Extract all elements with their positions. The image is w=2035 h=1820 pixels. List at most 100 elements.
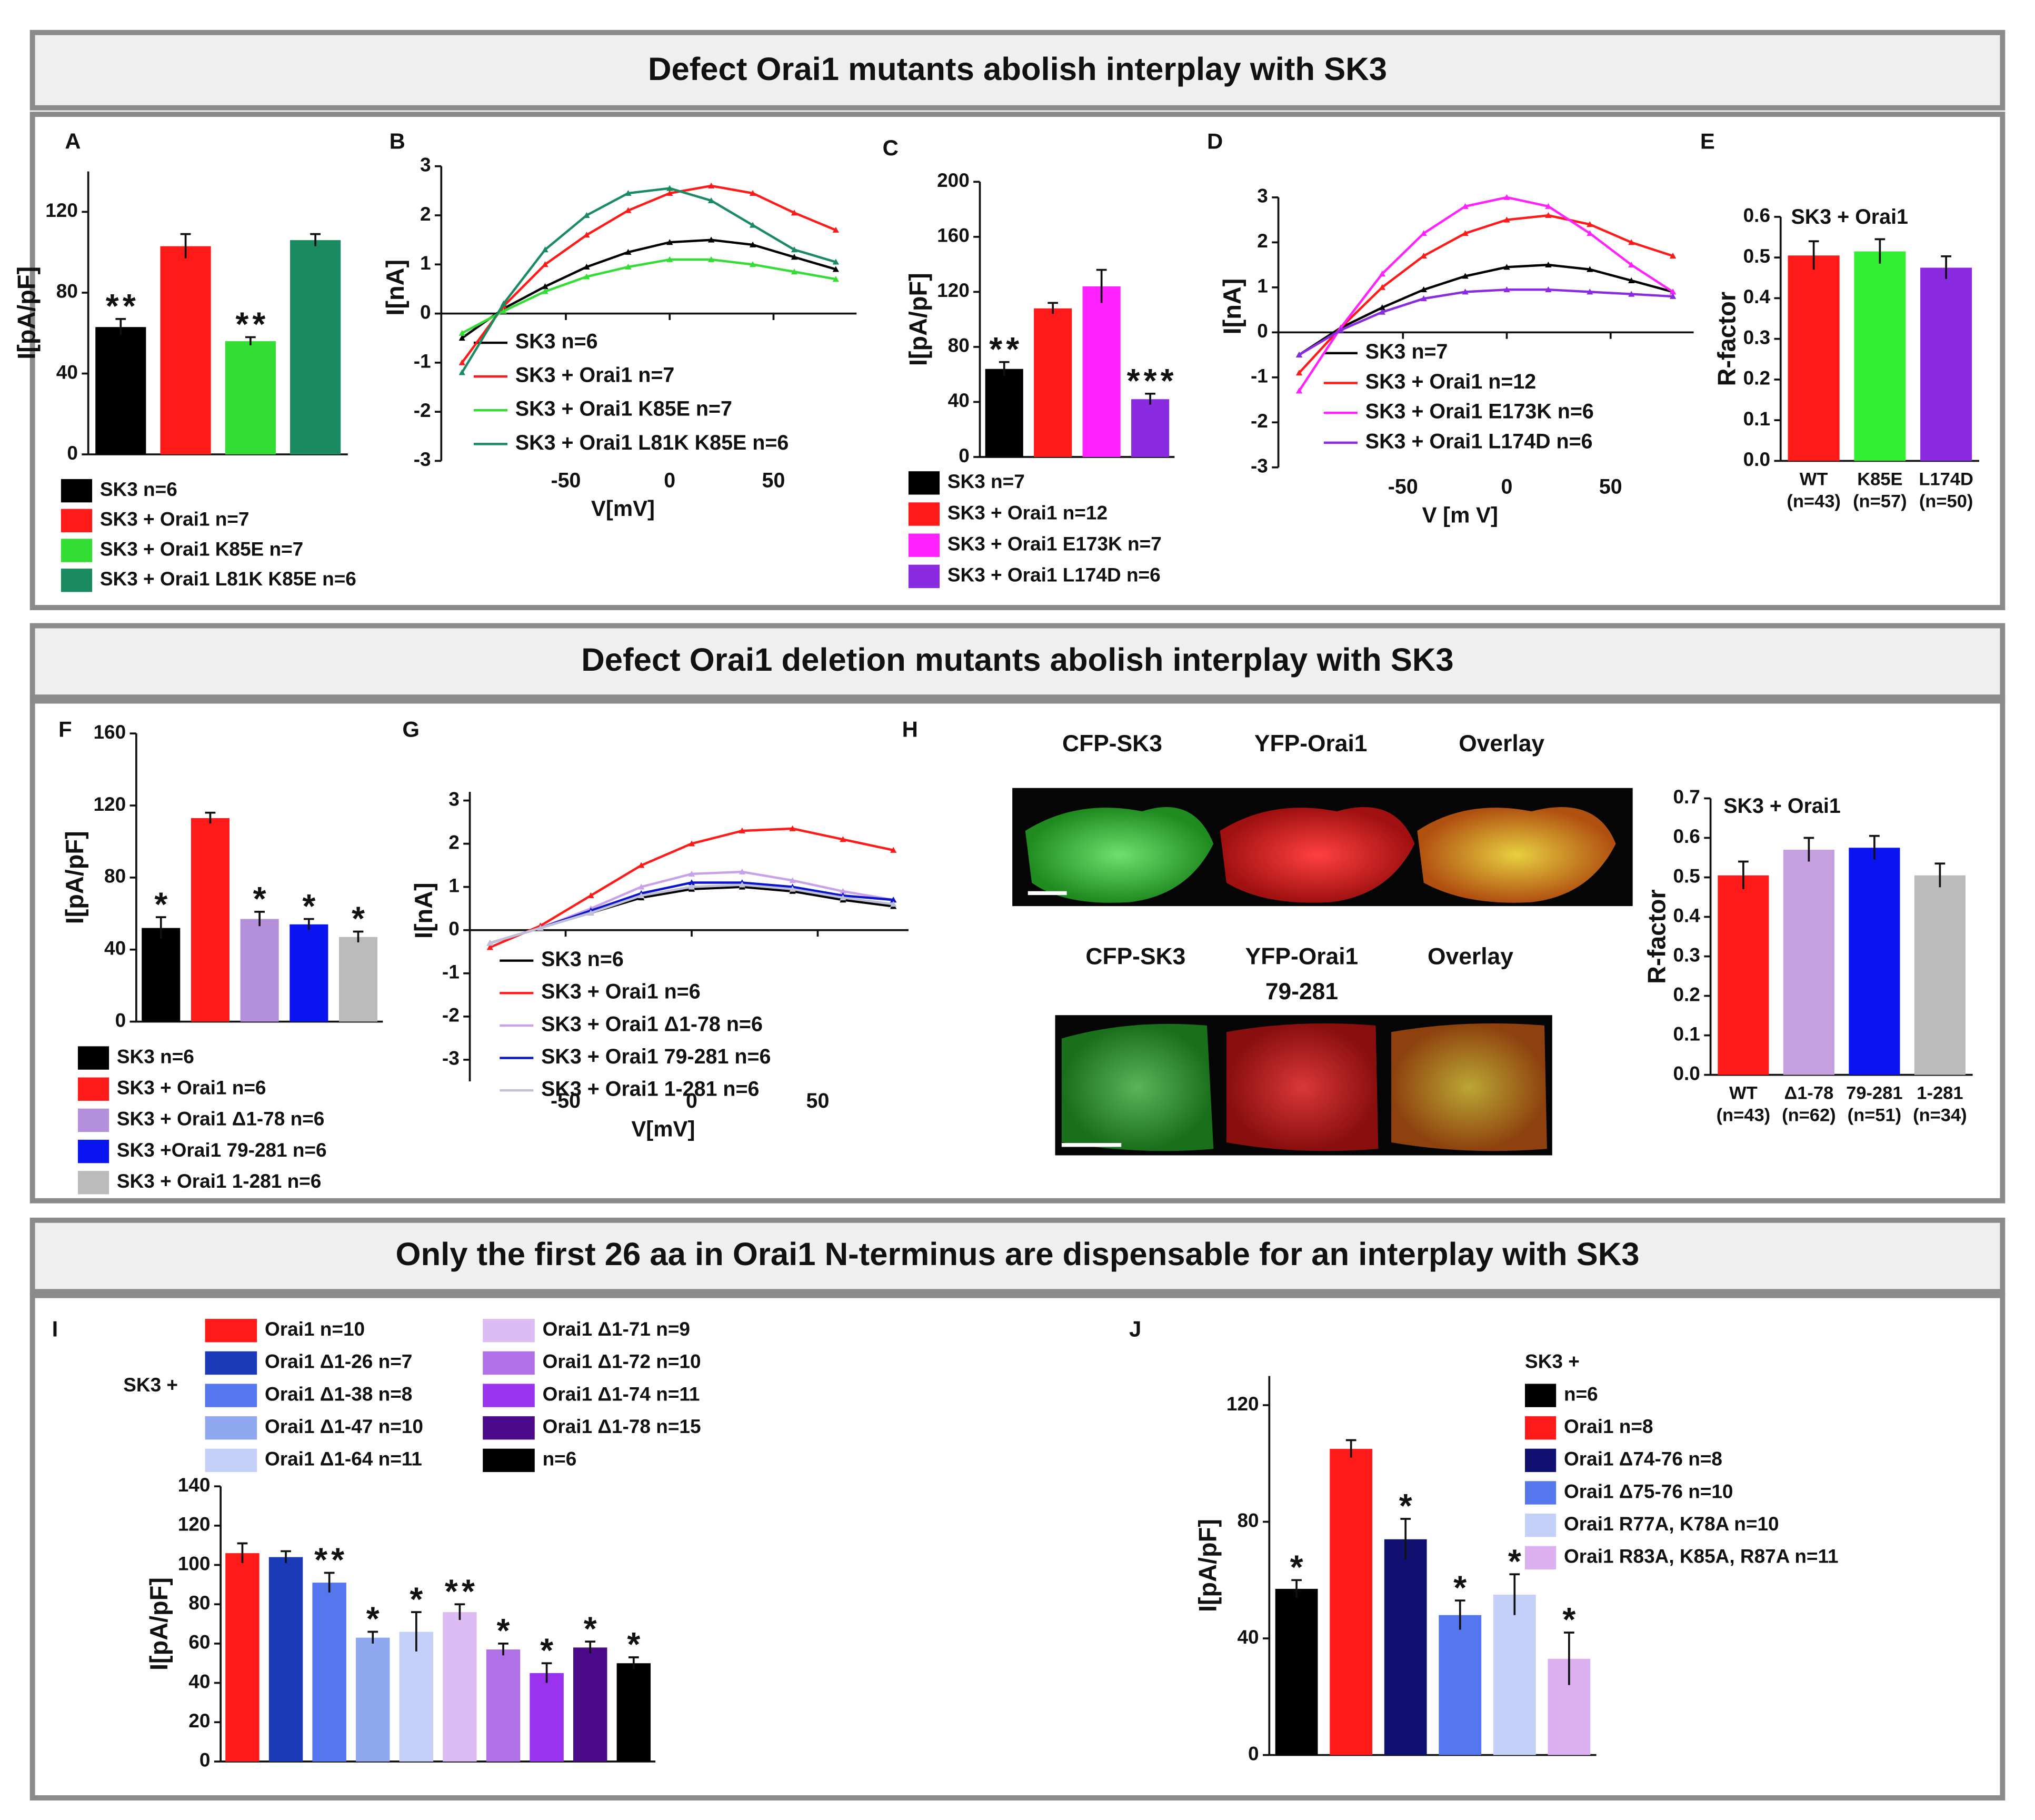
legend-swatch — [205, 1416, 257, 1440]
x-tick-label: L174D — [1919, 470, 1973, 490]
bar — [160, 246, 211, 455]
legend-swatch — [77, 1171, 109, 1195]
bar — [225, 1553, 260, 1762]
data-point — [458, 335, 465, 341]
y-tick-label: 0.3 — [1743, 326, 1770, 348]
data-point — [890, 847, 897, 853]
legend-label: Orai1 Δ1-74 n=11 — [543, 1383, 700, 1405]
legend-title: SK3 + — [123, 1374, 178, 1396]
data-point — [739, 827, 745, 833]
legend-swatch — [77, 1046, 109, 1070]
bar — [1493, 1594, 1536, 1755]
y-tick-label: -1 — [442, 961, 460, 983]
y-tick-label: 20 — [188, 1710, 210, 1732]
data-point — [749, 261, 756, 267]
significance-star: * — [252, 305, 265, 343]
data-point — [458, 359, 465, 365]
y-tick-label: 0 — [199, 1749, 211, 1771]
significance-star: * — [302, 887, 315, 925]
data-point — [1379, 284, 1385, 290]
x-tick-label: K85E — [1857, 470, 1902, 490]
y-tick-label: 3 — [420, 154, 431, 175]
x-tick-label: (n=62) — [1782, 1106, 1836, 1126]
y-tick-label: 40 — [104, 937, 126, 959]
data-point — [1503, 216, 1510, 223]
y-tick-label: -2 — [442, 1005, 460, 1026]
data-point — [791, 268, 798, 275]
data-point — [789, 877, 796, 883]
panel-label: B — [390, 128, 405, 153]
data-point — [583, 232, 590, 238]
bar — [1718, 875, 1769, 1075]
significance-star: * — [1006, 330, 1019, 368]
x-tick-label: 1-281 — [1917, 1083, 1963, 1103]
y-tick-label: -3 — [1251, 455, 1268, 477]
data-point — [1462, 203, 1469, 209]
data-point — [1295, 351, 1303, 357]
legend-label: SK3 + Orai1 n=7 — [100, 509, 250, 530]
bar — [142, 928, 181, 1022]
legend-swatch — [205, 1319, 257, 1342]
significance-star: * — [540, 1631, 553, 1669]
data-point — [486, 944, 494, 950]
data-point — [1420, 295, 1427, 302]
y-tick-label: 80 — [104, 866, 126, 887]
iv-curve — [1298, 214, 1673, 374]
bar — [1275, 1588, 1318, 1755]
data-point — [1628, 261, 1635, 268]
data-point — [625, 248, 632, 255]
data-point — [500, 300, 507, 306]
significance-star: * — [1508, 1542, 1521, 1580]
data-point — [625, 190, 632, 196]
legend-swatch — [1525, 1416, 1557, 1440]
y-tick-label: 0.0 — [1673, 1062, 1700, 1084]
y-tick-label: -1 — [414, 351, 431, 372]
significance-star: * — [1399, 1487, 1412, 1525]
legend-title: SK3 + — [1525, 1351, 1580, 1373]
legend-label: SK3 + Orai1 n=7 — [515, 364, 675, 387]
y-tick-label: 0.0 — [1743, 449, 1770, 470]
y-tick-label: 80 — [188, 1592, 210, 1614]
legend-swatch — [205, 1351, 257, 1375]
significance-star: * — [410, 1580, 423, 1618]
legend-swatch — [1525, 1546, 1557, 1570]
iv-curve — [461, 187, 836, 373]
legend-label: Orai1 R77A, K78A n=10 — [1564, 1513, 1779, 1535]
y-axis-label: R-factor — [1643, 889, 1670, 984]
y-tick-label: 160 — [93, 721, 126, 743]
bar — [290, 240, 341, 455]
data-point — [739, 881, 745, 888]
y-tick-label: 1 — [1257, 275, 1268, 297]
significance-star: * — [497, 1612, 510, 1649]
legend-label: SK3 + Orai1 Δ1-78 n=6 — [541, 1012, 763, 1036]
data-point — [666, 190, 673, 196]
x-tick-label: 0 — [686, 1089, 697, 1112]
legend-label: SK3 + Orai1 n=12 — [947, 502, 1108, 523]
data-point — [666, 256, 673, 262]
data-point — [1295, 370, 1303, 376]
micrographs — [1012, 788, 1633, 1156]
data-point — [688, 879, 695, 886]
legend-swatch — [1525, 1384, 1557, 1407]
bar — [225, 341, 276, 455]
significance-star: * — [253, 880, 266, 918]
y-tick-label: 160 — [937, 225, 970, 246]
x-tick-label: 50 — [806, 1089, 830, 1112]
data-point — [1503, 194, 1510, 200]
bar — [1330, 1449, 1373, 1755]
x-tick-label: (n=43) — [1717, 1106, 1771, 1126]
y-axis-label: I[pA/pF] — [13, 266, 41, 360]
legend-label: Orai1 Δ1-47 n=10 — [265, 1416, 423, 1437]
data-point — [1379, 309, 1385, 315]
legend-label: Orai1 Δ1-38 n=8 — [265, 1383, 412, 1405]
y-axis-label: I[pA/pF] — [61, 831, 88, 924]
section-frames — [29, 29, 2006, 1801]
y-tick-label: -3 — [442, 1048, 460, 1069]
image-label: 79-281 — [1265, 979, 1338, 1005]
bar — [1849, 848, 1900, 1075]
legend-label: SK3 n=7 — [1365, 340, 1448, 363]
legend-swatch — [1525, 1513, 1557, 1537]
legend-label: SK3 + Orai1 79-281 n=6 — [541, 1045, 771, 1068]
bar — [1920, 267, 1972, 461]
significance-star: * — [584, 1609, 597, 1647]
